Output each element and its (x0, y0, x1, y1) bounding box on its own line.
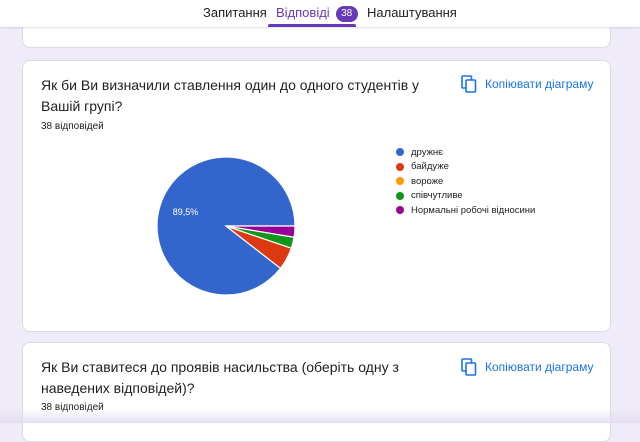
copy-chart-label: Копіювати діаграму (485, 77, 594, 91)
legend-swatch (396, 148, 404, 157)
pie-slice[interactable] (225, 225, 296, 238)
legend-swatch (396, 162, 404, 171)
legend-item[interactable]: співчутливе (396, 189, 535, 204)
legend-swatch (396, 177, 404, 186)
copy-icon (461, 358, 477, 376)
response-count: 38 відповідей (41, 402, 104, 413)
tab-responses-label: Відповіді (276, 5, 330, 20)
legend-label: дружнє (411, 146, 444, 158)
copy-chart-button[interactable]: Копіювати діаграму (461, 72, 593, 96)
tab-questions[interactable]: Запитання (203, 5, 267, 20)
responses-count-badge: 38 (335, 6, 358, 22)
active-tab-indicator (268, 24, 356, 27)
question-title: Як би Ви визначили ставлення один до одн… (41, 77, 420, 114)
slice-data-label: 89,5% (173, 207, 199, 217)
response-count: 38 відповідей (41, 121, 104, 132)
legend-item[interactable]: байдуже (396, 160, 535, 175)
legend-swatch (396, 191, 404, 200)
question-card-2: Як Ви ставитеся до проявів насильства (о… (22, 342, 611, 442)
legend-label: Нормальні робочі відносини (411, 204, 536, 216)
chart-legend: дружнє байдуже вороже співчутливе Нормальні … (396, 145, 535, 218)
legend-item[interactable]: вороже (396, 174, 535, 189)
copy-icon (461, 75, 477, 93)
question-title: Як Ви ставитеся до проявів насильства (о… (41, 359, 399, 396)
legend-item[interactable]: Нормальні робочі відносини (396, 203, 535, 218)
bottom-shadow (0, 409, 640, 423)
legend-label: вороже (411, 175, 444, 187)
copy-chart-button[interactable]: Копіювати діаграму (461, 355, 593, 379)
copy-chart-label: Копіювати діаграму (485, 360, 594, 374)
tab-responses[interactable]: Відповіді 38 (276, 0, 358, 27)
question-card-1: Як би Ви визначили ставлення один до одн… (22, 60, 611, 332)
pie-chart: 89,5% (156, 156, 296, 296)
tab-settings[interactable]: Налаштування (367, 5, 457, 20)
response-tabs-bar: Запитання Відповіді 38 Налаштування (0, 0, 640, 27)
legend-label: байдуже (411, 161, 449, 173)
legend-item[interactable]: дружнє (396, 145, 535, 160)
legend-label: співчутливе (411, 190, 463, 202)
legend-swatch (396, 206, 404, 215)
